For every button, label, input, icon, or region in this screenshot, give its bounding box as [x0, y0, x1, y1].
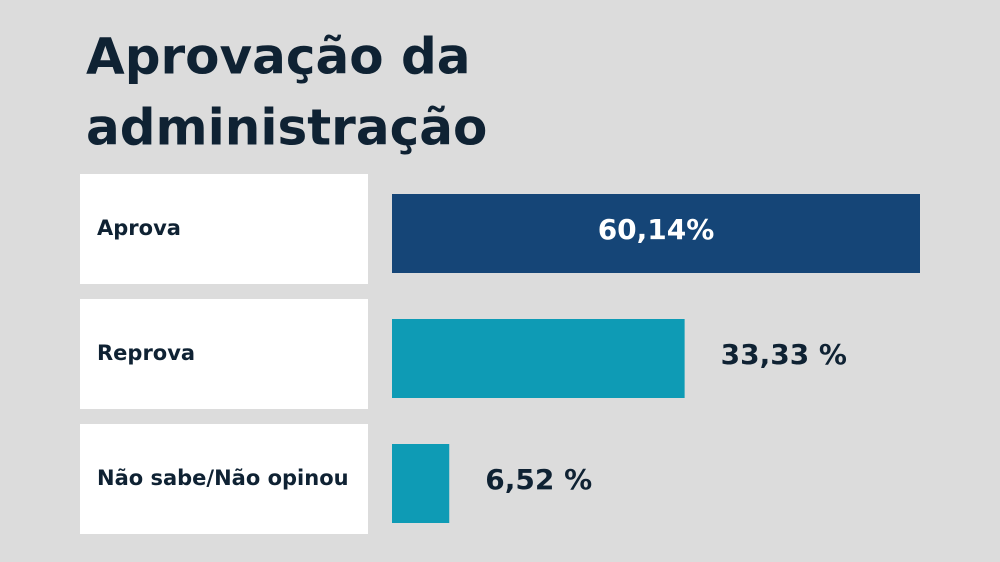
category-label: Reprova [97, 341, 195, 365]
category-label: Não sabe/Não opinou [97, 466, 349, 490]
value-label: 33,33 % [721, 338, 847, 371]
chart-title: administração [86, 99, 487, 157]
bar [392, 194, 920, 273]
bar [392, 444, 450, 523]
value-label: 60,14% [598, 213, 715, 246]
category-label: Aprova [97, 216, 181, 240]
category-box [80, 299, 368, 409]
category-box [80, 424, 368, 534]
bar [392, 319, 685, 398]
chart-title: Aprovação da [86, 28, 471, 86]
value-label: 6,52 % [485, 463, 592, 496]
category-box [80, 174, 368, 284]
